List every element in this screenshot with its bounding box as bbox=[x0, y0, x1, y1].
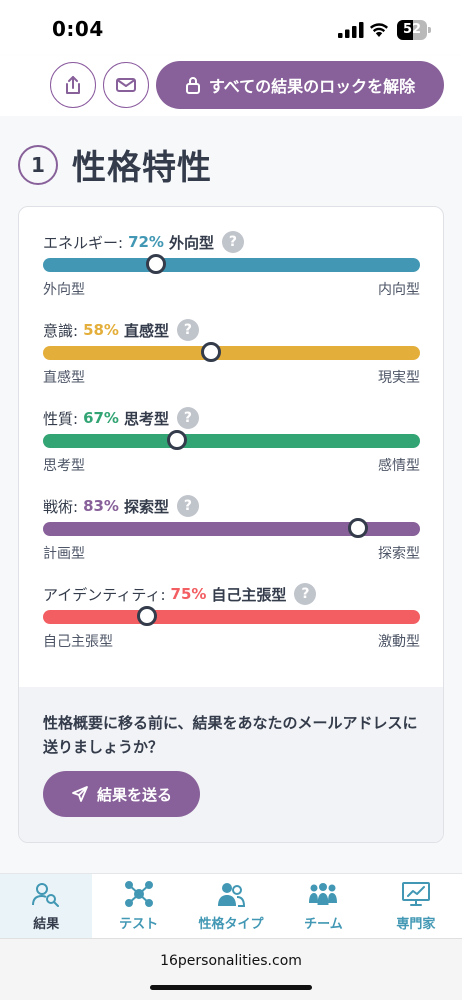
trait-label: 意識: bbox=[43, 321, 79, 340]
section-title: 性格特性 bbox=[72, 148, 212, 188]
trait-percent: 75% bbox=[170, 585, 207, 603]
send-icon bbox=[72, 786, 88, 802]
lock-icon bbox=[185, 77, 200, 94]
trait-label: アイデンティティ: bbox=[43, 585, 166, 604]
share-button[interactable] bbox=[50, 62, 96, 108]
traits-card: エネルギー: 72% 外向型? 外向型 内向型 意識: 58% 直感型? 直感型 現実型 性質: 67… bbox=[18, 206, 444, 843]
status-bar: 0:04 52 bbox=[0, 0, 462, 56]
send-results-button[interactable]: 結果を送る bbox=[43, 771, 200, 817]
send-results-label: 結果を送る bbox=[96, 785, 172, 804]
bottom-navigation: 結果 テスト 性格タイプ チーム 専門家 bbox=[0, 873, 462, 938]
team-icon bbox=[309, 882, 338, 905]
trait-right-label: 探索型 bbox=[378, 546, 420, 562]
home-indicator bbox=[150, 985, 312, 990]
trait-knob bbox=[136, 606, 157, 626]
help-icon[interactable]: ? bbox=[176, 495, 199, 517]
trait-left-label: 思考型 bbox=[43, 458, 85, 474]
section-header: 1 性格特性 bbox=[18, 140, 212, 189]
trait-ends: 計画型 探索型 bbox=[43, 543, 420, 563]
email-results-prompt: 性格概要に移る前に、結果をあなたのメールアドレスに送りましょうか？ bbox=[43, 714, 418, 756]
trait-percent: 58% bbox=[83, 321, 119, 339]
nav-item-results[interactable]: 結果 bbox=[0, 874, 93, 938]
trait-knob bbox=[347, 518, 368, 538]
trait-right-label: 内向型 bbox=[378, 282, 420, 298]
nav-label: チーム bbox=[304, 916, 343, 932]
unlock-label: すべての結果のロックを解除 bbox=[208, 77, 416, 96]
help-icon[interactable]: ? bbox=[294, 583, 317, 605]
trait-type: 外向型 bbox=[168, 233, 214, 252]
trait-header: アイデンティティ: 75% 自己主張型? bbox=[43, 581, 317, 607]
nav-item-personality-types[interactable]: 性格タイプ bbox=[185, 874, 277, 938]
trait-knob bbox=[166, 430, 187, 450]
section-number: 1 bbox=[18, 144, 58, 185]
trait-ends: 思考型 感情型 bbox=[43, 455, 420, 475]
trait-percent: 67% bbox=[83, 409, 119, 427]
trait-header: 戦術: 83% 探索型? bbox=[43, 493, 199, 519]
nav-item-teams[interactable]: チーム bbox=[277, 874, 369, 938]
trait-label: 性質: bbox=[43, 409, 79, 428]
trait-label: 戦術: bbox=[43, 497, 79, 516]
trait-row: アイデンティティ: 75% 自己主張型? 自己主張型 激動型 bbox=[43, 581, 420, 651]
email-button[interactable] bbox=[103, 62, 149, 108]
unlock-all-results-button[interactable]: すべての結果のロックを解除 bbox=[156, 61, 444, 109]
trait-ends: 自己主張型 激動型 bbox=[43, 631, 420, 651]
results-page: 1 性格特性 エネルギー: 72% 外向型? 外向型 内向型 意識: 58% 直感型? 直感型現… bbox=[0, 116, 462, 873]
share-icon bbox=[66, 76, 80, 94]
trait-ends: 外向型 内向型 bbox=[43, 279, 420, 299]
trait-row: 性質: 67% 思考型? 思考型 感情型 bbox=[43, 405, 420, 475]
trait-bar bbox=[43, 342, 420, 362]
wifi-icon bbox=[370, 23, 388, 37]
trait-header: 性質: 67% 思考型? bbox=[43, 405, 199, 431]
nav-label: テスト bbox=[119, 916, 159, 932]
trait-percent: 83% bbox=[83, 497, 119, 515]
trait-label: エネルギー: bbox=[43, 233, 124, 252]
people-icon bbox=[218, 882, 246, 907]
trait-left-label: 外向型 bbox=[43, 282, 85, 298]
battery-level: 52 bbox=[402, 22, 422, 37]
trait-type: 思考型 bbox=[123, 409, 169, 428]
trait-knob bbox=[200, 342, 221, 362]
trait-header: 意識: 58% 直感型? bbox=[43, 317, 199, 343]
browser-url-bar[interactable]: 16personalities.com bbox=[0, 938, 462, 1000]
trait-bar bbox=[43, 254, 420, 274]
trait-type: 直感型 bbox=[123, 321, 169, 340]
trait-type: 探索型 bbox=[123, 497, 169, 516]
help-icon[interactable]: ? bbox=[176, 407, 199, 429]
nav-item-test[interactable]: テスト bbox=[92, 874, 184, 938]
email-results-panel: 性格概要に移る前に、結果をあなたのメールアドレスに送りましょうか？ 結果を送る bbox=[19, 687, 443, 842]
trait-row: エネルギー: 72% 外向型? 外向型 内向型 bbox=[43, 229, 420, 299]
trait-left-label: 自己主張型 bbox=[43, 634, 113, 650]
nav-label: 専門家 bbox=[396, 916, 436, 932]
cellular-signal-icon bbox=[338, 22, 364, 38]
trait-bar bbox=[43, 430, 420, 450]
help-icon[interactable]: ? bbox=[221, 231, 244, 253]
presentation-chart-icon bbox=[401, 881, 430, 906]
nav-label: 結果 bbox=[33, 916, 60, 932]
trait-left-label: 直感型 bbox=[43, 370, 85, 386]
trait-right-label: 感情型 bbox=[378, 458, 420, 474]
trait-knob bbox=[146, 254, 167, 274]
trait-right-label: 激動型 bbox=[378, 634, 420, 650]
trait-row: 戦術: 83% 探索型? 計画型 探索型 bbox=[43, 493, 420, 563]
nav-label: 性格タイプ bbox=[198, 916, 264, 932]
trait-bar bbox=[43, 606, 420, 626]
trait-right-label: 現実型 bbox=[378, 370, 420, 386]
trait-bar bbox=[43, 518, 420, 538]
nav-item-experts[interactable]: 専門家 bbox=[370, 874, 462, 938]
mail-icon bbox=[116, 78, 136, 92]
trait-row: 意識: 58% 直感型? 直感型 現実型 bbox=[43, 317, 420, 387]
status-time: 0:04 bbox=[52, 17, 104, 41]
trait-type: 自己主張型 bbox=[211, 585, 287, 604]
url-text: 16personalities.com bbox=[160, 953, 302, 969]
battery-icon: 52 bbox=[397, 20, 431, 40]
trait-percent: 72% bbox=[128, 233, 164, 251]
network-icon bbox=[124, 880, 153, 907]
help-icon[interactable]: ? bbox=[176, 319, 199, 341]
results-toolbar: すべての結果のロックを解除 bbox=[0, 56, 462, 116]
trait-ends: 直感型 現実型 bbox=[43, 367, 420, 387]
person-search-icon bbox=[32, 882, 60, 907]
trait-header: エネルギー: 72% 外向型? bbox=[43, 229, 244, 255]
trait-left-label: 計画型 bbox=[43, 546, 85, 562]
